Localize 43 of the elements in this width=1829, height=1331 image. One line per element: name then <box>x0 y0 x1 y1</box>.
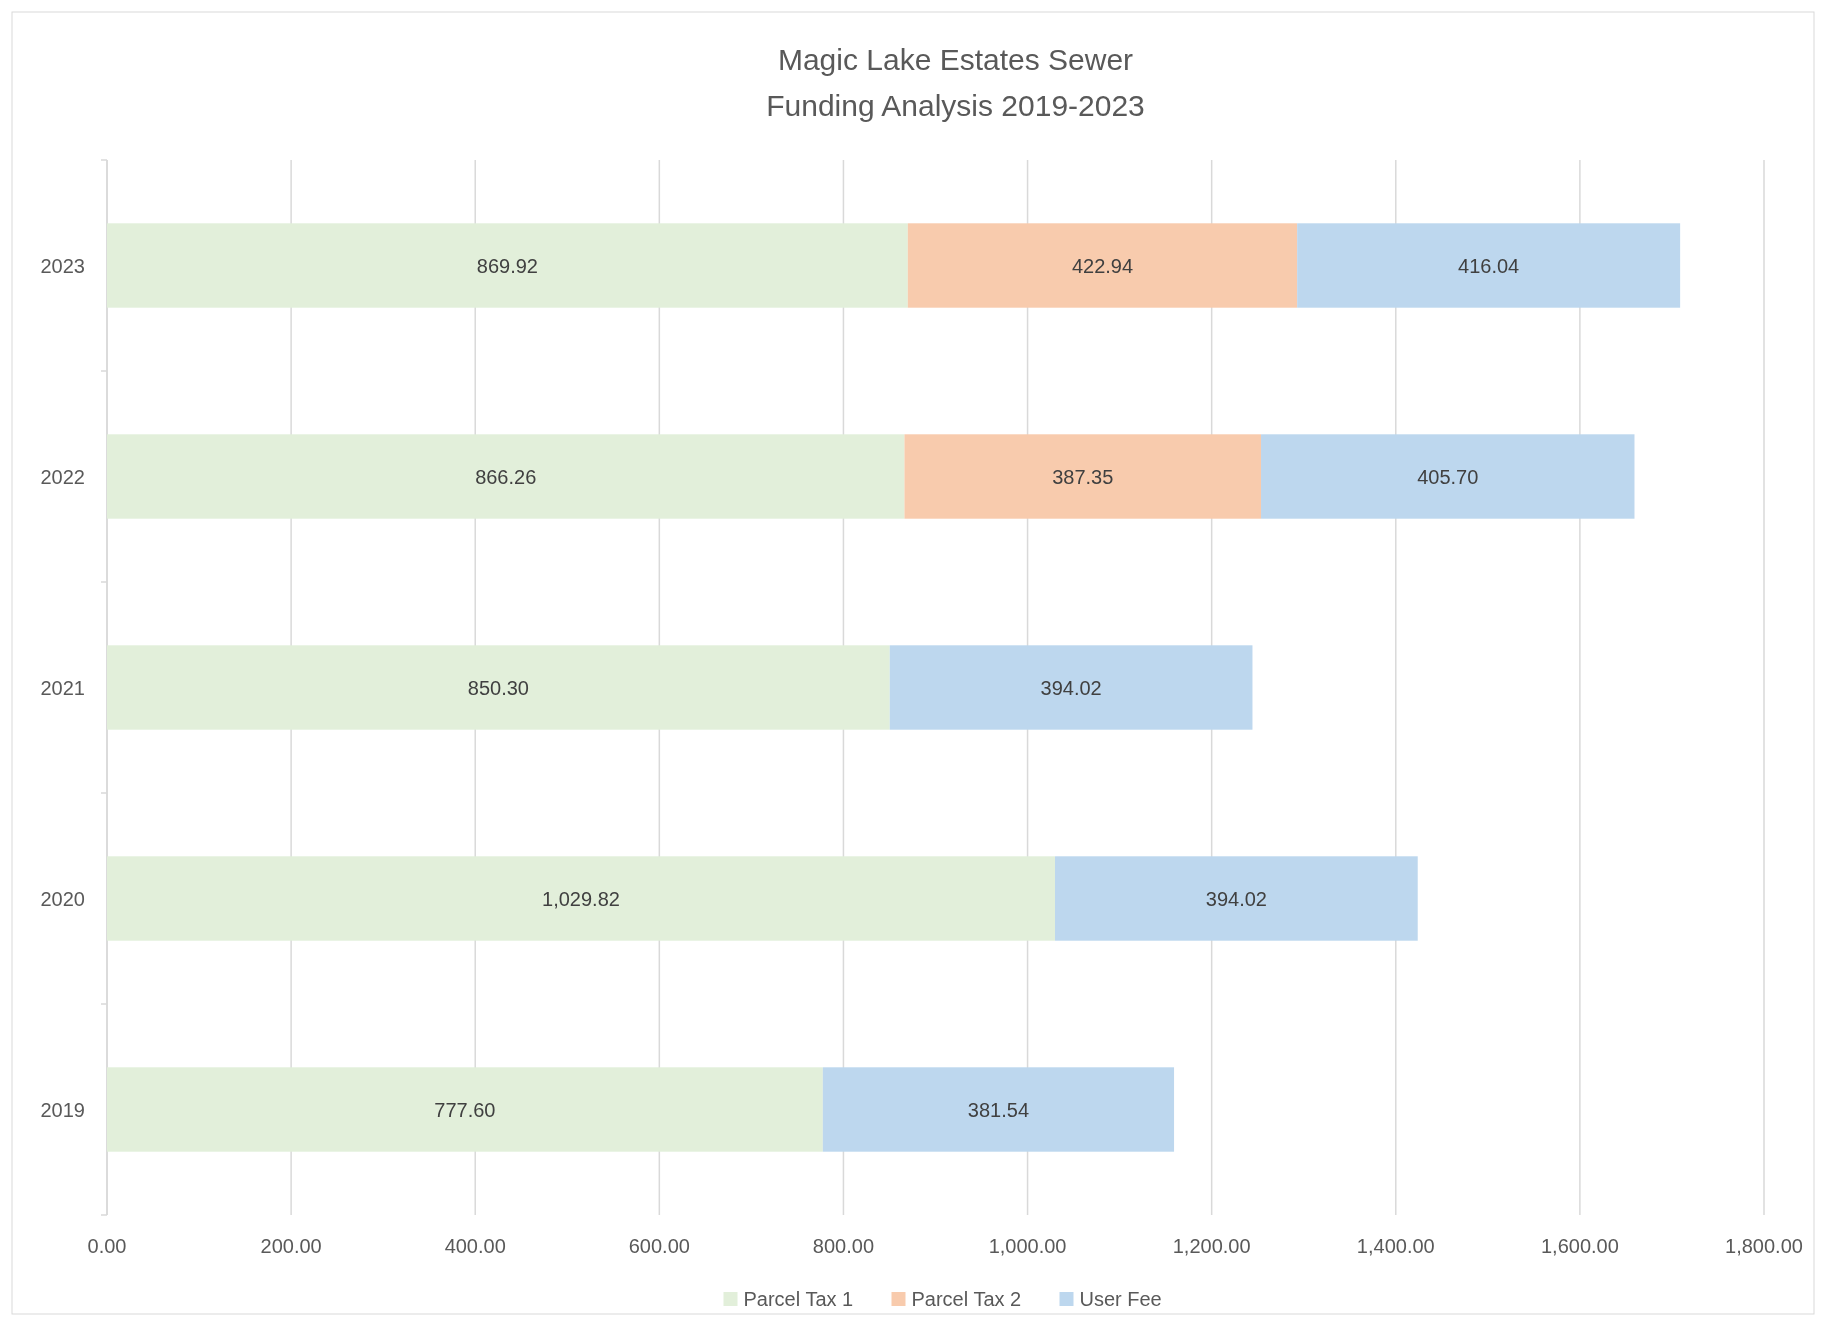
bar <box>107 1067 823 1152</box>
data-label: 422.94 <box>1071 254 1134 277</box>
bar <box>107 645 890 730</box>
y-tick-label: 2021 <box>40 676 85 699</box>
x-tick-label: 1,000.00 <box>988 1235 1067 1257</box>
bar <box>107 223 908 308</box>
bar <box>822 1067 1175 1152</box>
data-label: 850.30 <box>467 676 529 699</box>
x-tick-label: 1,400.00 <box>1356 1235 1435 1257</box>
bar <box>1055 856 1418 941</box>
data-label: 416.04 <box>1458 254 1520 277</box>
legend-label: Parcel Tax 2 <box>911 1288 1022 1310</box>
y-tick-label: 2020 <box>40 887 85 910</box>
data-label: 394.02 <box>1040 676 1102 699</box>
bar <box>1297 223 1681 308</box>
x-tick-label: 600.00 <box>628 1235 690 1257</box>
data-label: 1,029.82 <box>542 887 620 910</box>
x-tick-label: 0.00 <box>87 1235 127 1257</box>
x-tick-label: 400.00 <box>444 1235 506 1257</box>
data-label: 381.54 <box>967 1098 1030 1121</box>
chart-title: Magic Lake Estates Sewer Funding Analysis 2019-2023 <box>766 43 1145 122</box>
bar <box>1261 434 1635 519</box>
data-label: 394.02 <box>1205 887 1267 910</box>
bar <box>904 434 1262 519</box>
x-tick-label: 1,600.00 <box>1540 1235 1619 1257</box>
y-tick-label: 2023 <box>40 254 85 277</box>
bar <box>889 645 1253 730</box>
data-label: 387.35 <box>1052 465 1114 488</box>
x-tick-label: 1,200.00 <box>1172 1235 1251 1257</box>
y-tick-label: 2019 <box>40 1098 85 1121</box>
legend-label: Parcel Tax 1 <box>743 1288 854 1310</box>
data-label: 405.70 <box>1417 465 1479 488</box>
x-tick-label: 200.00 <box>260 1235 322 1257</box>
x-tick-label: 1,800.00 <box>1725 1235 1803 1257</box>
bar <box>907 223 1298 308</box>
data-label: 869.92 <box>476 254 538 277</box>
x-tick-label: 800.00 <box>812 1235 875 1257</box>
bar <box>107 434 905 519</box>
data-label: 777.60 <box>434 1098 496 1121</box>
data-label: 866.26 <box>475 465 537 488</box>
y-tick-label: 2022 <box>40 465 85 488</box>
bar <box>107 856 1056 941</box>
legend-label: User Fee <box>1079 1288 1162 1310</box>
